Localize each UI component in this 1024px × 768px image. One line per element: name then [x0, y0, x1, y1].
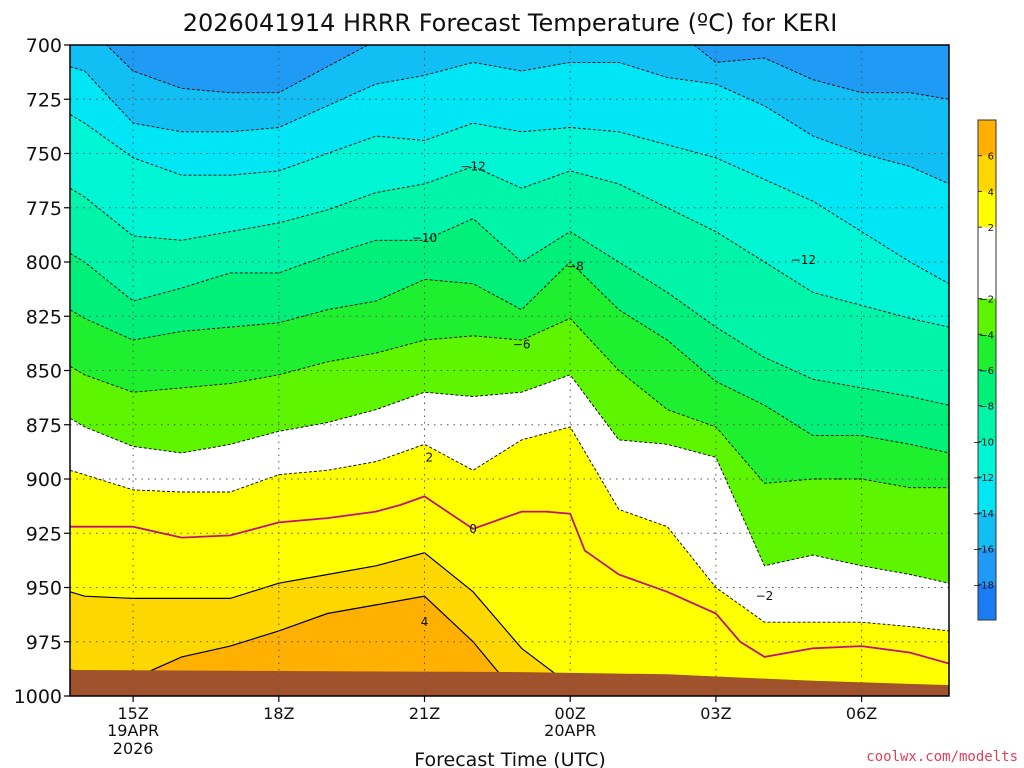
colorbar-label: −10 [973, 437, 994, 448]
plot-area: −12 −10 −8 −6 −12 −2 2 0 4 [69, 44, 950, 697]
contour-line-m14 [70, 61, 949, 185]
contour-label: 4 [421, 615, 429, 629]
colorbar-label: −2 [979, 295, 994, 306]
x-tick-label: 21Z [409, 704, 440, 723]
contour-label: −8 [566, 259, 584, 273]
contour-line-m10 [70, 166, 949, 328]
contour-fills [70, 45, 949, 696]
colorbar-bin [978, 191, 996, 228]
contour-line-6 [70, 595, 519, 696]
colorbar-label: −18 [973, 580, 994, 591]
contour-label: 2 [426, 450, 434, 464]
contour-lines [70, 45, 949, 696]
x-tick-date: 20APR [544, 721, 596, 740]
chart-title: 2026041914 HRRR Forecast Temperature (ºC… [183, 9, 838, 37]
contour-line-m8 [70, 218, 949, 406]
colorbar-bin [978, 120, 996, 156]
y-tick-label: 750 [26, 144, 62, 166]
y-tick-label: 725 [26, 89, 62, 111]
y-tick-label: 925 [26, 523, 62, 545]
colorbar-bin [978, 370, 996, 406]
x-tick-year: 2026 [113, 739, 154, 758]
colorbar-bin [978, 227, 996, 299]
x-tick-label: 00Z [555, 704, 586, 723]
credit-text: coolwx.com/modelts [866, 749, 1018, 765]
ground-surface [70, 670, 949, 696]
colorbar-label: 2 [988, 223, 994, 234]
colorbar-label: 6 [988, 152, 994, 163]
y-tick-label: 800 [26, 252, 62, 274]
x-tick-label: 06Z [846, 704, 877, 723]
colorbar-bin [978, 512, 996, 549]
x-tick-label: 03Z [700, 704, 731, 723]
colorbar-label: 4 [988, 187, 994, 198]
y-tick-label: 850 [26, 361, 62, 383]
contour-line-2 [70, 426, 949, 632]
contour-label: −6 [513, 337, 531, 351]
contour-line-4 [70, 552, 608, 696]
colorbar-bin [978, 155, 996, 192]
colorbar-bin [978, 405, 996, 442]
colorbar-label: −16 [973, 545, 994, 556]
contour-line-m16 [106, 45, 949, 100]
y-tick-label: 700 [26, 35, 62, 57]
contour-label: −10 [412, 231, 437, 245]
colorbar-label: −4 [979, 330, 994, 341]
colorbar-label: −6 [979, 366, 994, 377]
x-tick-label: 18Z [263, 704, 294, 723]
y-tick-label: 900 [26, 469, 62, 491]
colorbar-bin [978, 441, 996, 478]
y-tick-label: 875 [26, 415, 62, 437]
colorbar-label: −14 [973, 509, 994, 520]
y-tick-label: 950 [26, 578, 62, 600]
colorbar-bin [978, 298, 996, 335]
contour-label: 0 [469, 522, 477, 536]
y-axis: 700 725 750 775 800 825 850 875 900 925 950 975 1000 [14, 35, 70, 708]
freezing-line [70, 495, 949, 665]
contour-line-m2 [70, 374, 949, 584]
y-tick-label: 1000 [14, 686, 62, 708]
colorbar-bin [978, 584, 996, 620]
y-tick-label: 775 [26, 198, 62, 220]
contour-line-m12 [70, 114, 949, 285]
contour-labels: −12 −10 −8 −6 −12 −2 2 0 4 [412, 160, 816, 630]
grid-lines [70, 45, 949, 696]
x-axis-title: Forecast Time (UTC) [414, 749, 605, 768]
colorbar-bin [978, 334, 996, 370]
colorbar-label: −8 [979, 402, 994, 413]
colorbar: 6 4 2 −2 −4 −6 −8 −10 −12 −14 −16 −18 [973, 119, 997, 621]
colorbar-bin [978, 477, 996, 513]
contour-line-m6 [70, 261, 949, 454]
x-tick-date: 19APR [107, 721, 159, 740]
colorbar-bin [978, 548, 996, 585]
contour-line-m4 [70, 317, 949, 489]
contour-label: −12 [791, 253, 816, 267]
colorbar-label: −12 [973, 473, 994, 484]
contour-label: −2 [756, 589, 774, 603]
x-tick-label: 15Z [117, 704, 148, 723]
y-tick-label: 975 [26, 632, 62, 654]
y-tick-label: 825 [26, 306, 62, 328]
contour-label: −12 [460, 160, 485, 174]
